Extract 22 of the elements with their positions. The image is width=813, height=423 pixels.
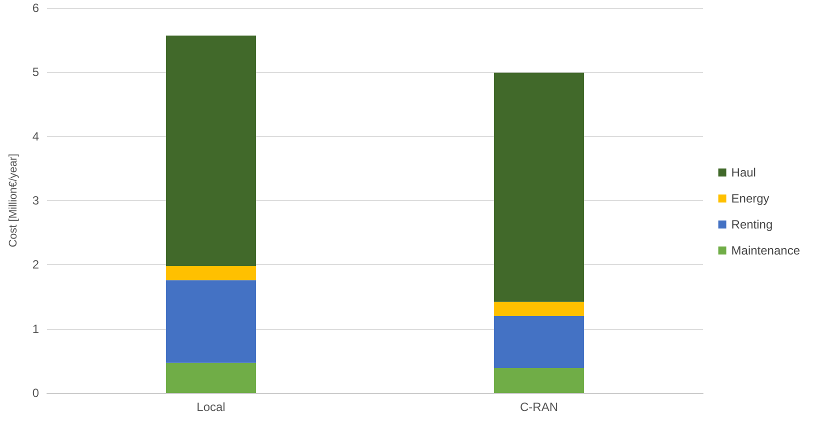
y-tick-label: 5	[32, 65, 40, 80]
bar	[166, 362, 256, 393]
x-tick-label: Local	[196, 400, 226, 414]
legend-label: Renting	[731, 218, 773, 232]
y-tick-label: 2	[32, 258, 40, 272]
bar	[494, 72, 584, 302]
y-tick-label: 4	[32, 129, 40, 144]
y-tick-label: 0	[32, 386, 40, 400]
legend-label: Energy	[731, 192, 770, 206]
legend-label: Maintenance	[731, 244, 800, 258]
y-tick-label: 1	[32, 322, 40, 336]
bar	[166, 266, 256, 280]
y-axis-title: Cost [Million€/year]	[8, 154, 20, 248]
bar	[166, 280, 256, 363]
bar	[166, 36, 256, 266]
x-tick-label: C-RAN	[520, 400, 558, 414]
y-tick-label: 3	[32, 194, 40, 208]
legend-label: Haul	[731, 166, 756, 180]
bar	[494, 316, 584, 368]
bar	[494, 302, 584, 316]
bar	[494, 368, 584, 393]
y-tick-label: 6	[32, 1, 40, 15]
